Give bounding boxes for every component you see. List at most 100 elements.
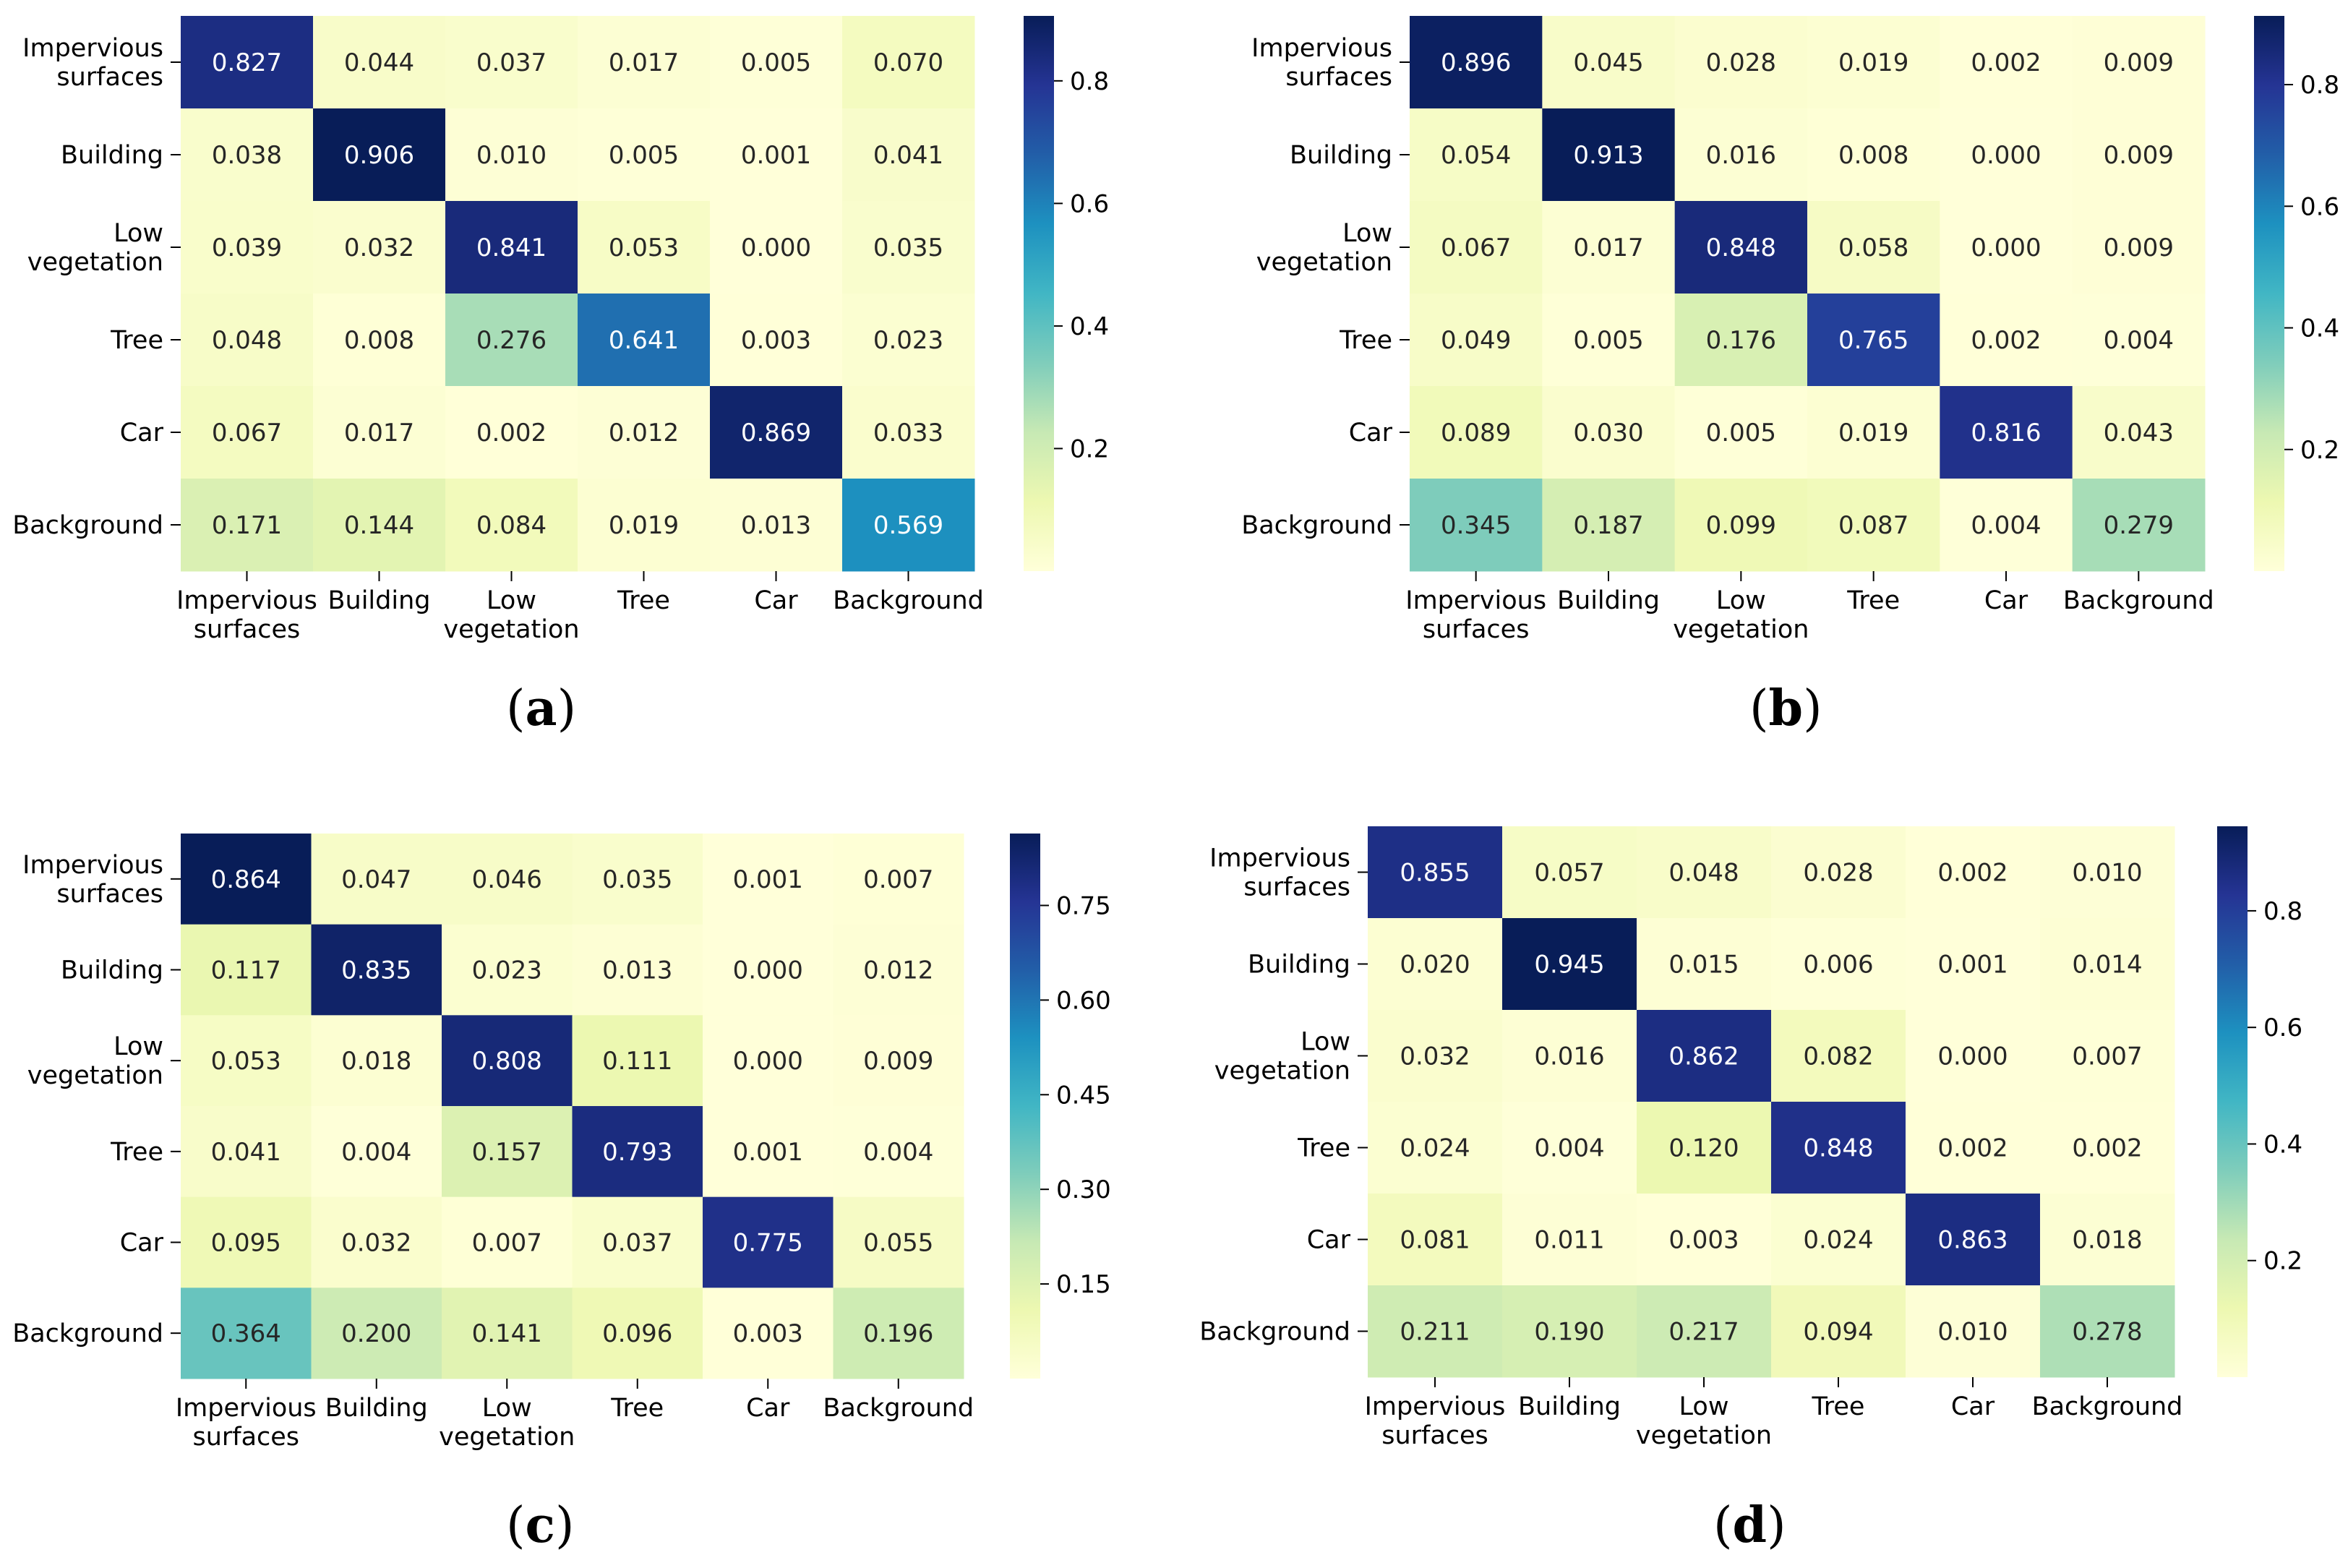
heatmap-cell (1368, 918, 1503, 1011)
heatmap-cell (833, 924, 964, 1016)
colorbar-tick-label: 0.6 (2300, 192, 2339, 221)
heatmap-cell (1502, 1102, 1637, 1194)
cell-value-label: 0.067 (212, 419, 282, 447)
heatmap-cell (1807, 201, 1940, 294)
heatmap-cell (2072, 294, 2206, 387)
heatmap-cell (1940, 108, 2073, 202)
heatmap-cell (442, 1288, 573, 1379)
heatmap-cell (442, 1106, 573, 1198)
x-tick-label: Car (1984, 586, 2028, 615)
heatmap-cell (1542, 108, 1676, 202)
x-tick-label: Car (754, 586, 798, 615)
cell-value-label: 0.037 (476, 48, 547, 77)
heatmap-cell (703, 1288, 834, 1379)
heatmap-cell (1940, 294, 2073, 387)
heatmap-cell (578, 16, 711, 109)
cell-value-label: 0.009 (2104, 141, 2174, 170)
colorbar-tick-label: 0.60 (1056, 986, 1111, 1015)
colorbar-tick-label: 0.45 (1056, 1081, 1111, 1110)
heatmap-cell (1906, 918, 2041, 1011)
x-tick-label: Building (328, 586, 431, 615)
cell-value-label: 0.000 (741, 234, 811, 262)
heatmap-cell (1906, 1102, 2041, 1194)
heatmap-cell (842, 201, 975, 294)
y-tick-label: Tree (110, 326, 163, 355)
heatmap-cell (1368, 1010, 1503, 1102)
x-tick-label: Building (1557, 586, 1660, 615)
colorbar-tick-label: 0.15 (1056, 1270, 1111, 1299)
heatmap-panel-a: 0.827 0.044 0.037 0.017 0.005 0.070 0.038 0.906… (12, 16, 1109, 644)
cell-value-label: 0.002 (2072, 1134, 2142, 1163)
cell-value-label: 0.005 (1573, 326, 1643, 355)
heatmap-cell (1410, 201, 1543, 294)
heatmap-cell (710, 108, 843, 202)
heatmap-cell (313, 16, 446, 109)
cell-value-label: 0.000 (733, 1047, 803, 1076)
heatmap-cell (1502, 918, 1637, 1011)
colorbar-tick-label: 0.8 (2300, 71, 2339, 100)
y-tick-label: Low vegetation (1214, 1028, 1350, 1086)
heatmap-cell (833, 834, 964, 925)
cell-value-label: 0.024 (1803, 1226, 1873, 1255)
y-tick-label: Car (120, 419, 164, 447)
cell-value-label: 0.084 (476, 511, 547, 540)
cell-value-label: 0.032 (341, 1229, 411, 1258)
x-tick-label: Car (746, 1394, 790, 1423)
cell-value-label: 0.144 (344, 511, 414, 540)
cell-value-label: 0.775 (733, 1229, 803, 1258)
cell-value-label: 0.008 (1838, 141, 1908, 170)
cell-value-label: 0.016 (1706, 141, 1776, 170)
heatmap-cell (1771, 1010, 1906, 1102)
cell-value-label: 0.020 (1400, 951, 1470, 980)
cell-value-label: 0.067 (1441, 234, 1511, 262)
cell-value-label: 0.010 (1937, 1318, 2008, 1347)
heatmap-cell (710, 201, 843, 294)
cell-value-label: 0.004 (1534, 1134, 1604, 1163)
cell-value-label: 0.030 (1573, 419, 1643, 447)
cell-value-label: 0.000 (733, 956, 803, 985)
cell-value-label: 0.009 (863, 1047, 933, 1076)
heatmap-cell (842, 16, 975, 109)
heatmap-cell (442, 924, 573, 1016)
y-tick-label: Background (12, 511, 163, 540)
cell-value-label: 0.014 (2072, 951, 2142, 980)
cell-value-label: 0.055 (863, 1229, 933, 1258)
cell-value-label: 0.035 (602, 865, 672, 894)
cell-value-label: 0.041 (211, 1138, 281, 1167)
heatmap-cell (1940, 16, 2073, 109)
cell-value-label: 0.000 (1971, 234, 2041, 262)
heatmap-cell (181, 1288, 312, 1379)
heatmap-cell (710, 386, 843, 479)
cell-value-label: 0.002 (1937, 1134, 2008, 1163)
heatmap-cell (572, 1015, 703, 1107)
heatmap-cell (445, 386, 578, 479)
cell-value-label: 0.038 (212, 141, 282, 170)
cell-value-label: 0.869 (741, 419, 811, 447)
x-tick-label: Building (325, 1394, 428, 1423)
cell-value-label: 0.000 (1937, 1042, 2008, 1071)
y-tick-label: Impervious surfaces (1209, 844, 1350, 902)
cell-value-label: 0.864 (211, 865, 281, 894)
heatmap-cell (1637, 826, 1772, 919)
heatmap-cell (703, 1106, 834, 1198)
cell-value-label: 0.004 (2104, 326, 2174, 355)
heatmap-cell (1906, 1194, 2041, 1286)
heatmap-cell (311, 1288, 442, 1379)
heatmap-cell (833, 1288, 964, 1379)
heatmap-cell (1940, 386, 2073, 479)
cell-value-label: 0.045 (1573, 48, 1643, 77)
cell-value-label: 0.176 (1706, 326, 1776, 355)
cell-value-label: 0.013 (602, 956, 672, 985)
heatmap-cell (572, 1106, 703, 1198)
panel-label-d: (d) (1713, 1496, 1786, 1554)
heatmap-cell (1368, 1285, 1503, 1378)
heatmap-cell (442, 834, 573, 925)
heatmap-cell (1674, 294, 1808, 387)
heatmap-cell (1410, 479, 1543, 572)
colorbar-tick-label: 0.6 (2263, 1014, 2302, 1042)
cell-value-label: 0.058 (1838, 234, 1908, 262)
cell-value-label: 0.835 (341, 956, 411, 985)
cell-value-label: 0.345 (1441, 511, 1511, 540)
heatmap-cell (181, 1106, 312, 1198)
heatmap-cell (181, 16, 314, 109)
